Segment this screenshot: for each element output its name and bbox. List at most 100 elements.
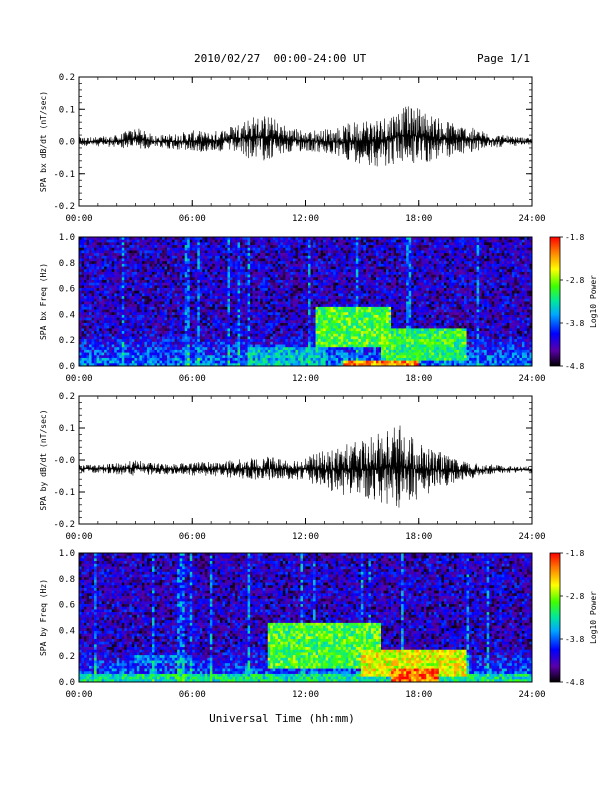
spectrogram-cell [220, 269, 223, 272]
spectrogram-cell [260, 253, 263, 256]
spectrogram-cell [260, 242, 263, 245]
spectrogram-cell [258, 339, 261, 342]
spectrogram-cell [306, 253, 309, 256]
spectrogram-cell [157, 328, 160, 331]
spectrogram-cell [207, 355, 210, 358]
spectrogram-cell [104, 304, 107, 307]
spectrogram-cell [119, 296, 122, 299]
spectrogram-cell [243, 312, 246, 315]
spectrogram-cell [107, 256, 110, 259]
spectrogram-cell [182, 334, 185, 337]
spectrogram-cell [258, 280, 261, 283]
spectrogram-cell [197, 307, 200, 310]
spectrogram-cell [144, 240, 147, 243]
spectrogram-cell [170, 293, 173, 296]
spectrogram-cell [124, 245, 127, 248]
spectrogram-cell [243, 291, 246, 294]
spectrogram-cell [306, 334, 309, 337]
spectrogram-cell [82, 272, 85, 275]
spectrogram-cell [238, 291, 241, 294]
spectrogram-cell [233, 245, 236, 248]
spectrogram-cell [258, 307, 261, 310]
spectrogram-cell [217, 328, 220, 331]
spectrogram-cell [162, 358, 165, 361]
spectrogram-cell [280, 355, 283, 358]
spectrogram-cell [293, 345, 296, 348]
spectrogram-cell [238, 293, 241, 296]
spectrogram-cell [149, 350, 152, 353]
spectrogram-cell [114, 331, 117, 334]
spectrogram-cell [295, 288, 298, 291]
spectrogram-cell [202, 269, 205, 272]
spectrogram-cell [190, 267, 193, 270]
spectrogram-cell [243, 299, 246, 302]
spectrogram-cell [185, 334, 188, 337]
spectrogram-cell [192, 264, 195, 267]
spectrogram-cell [280, 310, 283, 313]
spectrogram-cell [316, 248, 319, 251]
spectrogram-cell [298, 307, 301, 310]
spectrogram-cell [87, 277, 90, 280]
spectrogram-cell [288, 345, 291, 348]
spectrogram-cell [248, 339, 251, 342]
spectrogram-cell [122, 326, 125, 329]
spectrogram-cell [172, 280, 175, 283]
spectrogram-cell [117, 264, 120, 267]
spectrogram-cell [230, 307, 233, 310]
spectrogram-cell [283, 267, 286, 270]
spectrogram-cell [217, 261, 220, 264]
spectrogram-cell [144, 355, 147, 358]
spectrogram-cell [298, 275, 301, 278]
spectrogram-cell [290, 342, 293, 345]
spectrogram-cell [250, 318, 253, 321]
spectrogram-cell [263, 242, 266, 245]
spectrogram-cell [165, 296, 168, 299]
spectrogram-cell [318, 256, 321, 259]
spectrogram-cell [270, 296, 273, 299]
spectrogram-cell [89, 269, 92, 272]
spectrogram-cell [202, 291, 205, 294]
spectrogram-cell [197, 328, 200, 331]
spectrogram-cell [165, 342, 168, 345]
spectrogram-cell [240, 248, 243, 251]
spectrogram-cell [308, 272, 311, 275]
spectrogram-cell [258, 312, 261, 315]
spectrogram-cell [318, 275, 321, 278]
spectrogram-cell [273, 353, 276, 356]
spectrogram-cell [313, 358, 316, 361]
spectrogram-cell [298, 302, 301, 305]
spectrogram-cell [258, 245, 261, 248]
spectrogram-cell [192, 288, 195, 291]
spectrogram-cell [248, 328, 251, 331]
spectrogram-cell [285, 264, 288, 267]
spectrogram-cell [94, 334, 97, 337]
spectrogram-cell [238, 267, 241, 270]
spectrogram-cell [104, 307, 107, 310]
spectrogram-cell [102, 331, 105, 334]
spectrogram-cell [97, 242, 100, 245]
spectrogram-cell [192, 318, 195, 321]
spectrogram-cell [134, 302, 137, 305]
spectrogram-cell [230, 336, 233, 339]
spectrogram-cell [268, 277, 271, 280]
spectrogram-cell [122, 334, 125, 337]
spectrogram-cell [260, 302, 263, 305]
spectrogram-cell [318, 323, 321, 326]
spectrogram-cell [162, 264, 165, 267]
spectrogram-cell [253, 318, 256, 321]
spectrogram-cell [99, 240, 102, 243]
spectrogram-cell [165, 334, 168, 337]
spectrogram-cell [215, 345, 218, 348]
spectrogram-cell [326, 328, 329, 331]
spectrogram-cell [94, 307, 97, 310]
spectrogram-cell [308, 299, 311, 302]
spectrogram-cell [205, 334, 208, 337]
spectrogram-cell [215, 275, 218, 278]
spectrogram-cell [102, 261, 105, 264]
spectrogram-cell [122, 312, 125, 315]
spectrogram-cell [253, 299, 256, 302]
spectrogram-cell [139, 342, 142, 345]
spectrogram-cell [285, 242, 288, 245]
spectrogram-cell [175, 261, 178, 264]
spectrogram-cell [250, 261, 253, 264]
